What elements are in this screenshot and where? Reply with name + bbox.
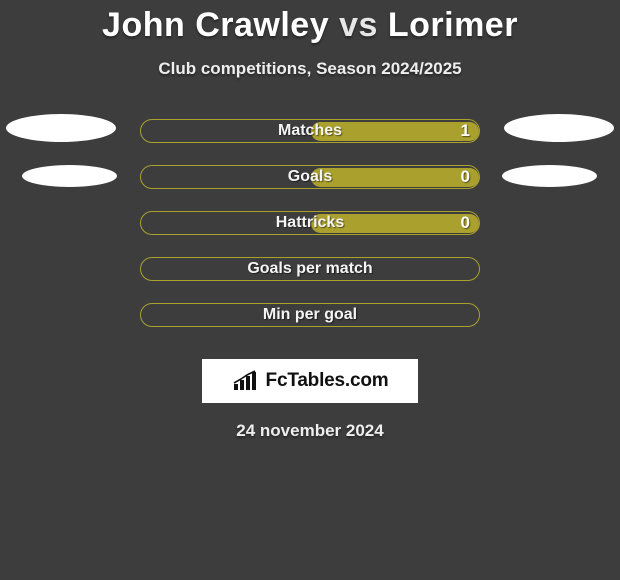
ellipse-right <box>504 114 614 142</box>
bar-track <box>140 211 480 235</box>
bar-track <box>140 257 480 281</box>
chart-row: Min per goal <box>0 303 620 349</box>
logo-badge: FcTables.com <box>202 359 418 403</box>
chart-row: Goals0 <box>0 165 620 211</box>
bar-track <box>140 165 480 189</box>
page-title: John Crawley vs Lorimer <box>0 0 620 45</box>
logo-text: FcTables.com <box>266 370 389 392</box>
title-player2: Lorimer <box>388 6 518 44</box>
title-player1: John Crawley <box>102 6 329 44</box>
chart-row: Goals per match <box>0 257 620 303</box>
bar-track <box>140 303 480 327</box>
bar-fill-right <box>311 168 479 187</box>
ellipse-left <box>22 165 117 187</box>
comparison-chart: Matches1Goals0Hattricks0Goals per matchM… <box>0 119 620 349</box>
ellipse-left <box>6 114 116 142</box>
bar-fill-right <box>311 122 479 141</box>
subtitle: Club competitions, Season 2024/2025 <box>0 59 620 79</box>
bar-track <box>140 119 480 143</box>
chart-row: Matches1 <box>0 119 620 165</box>
title-vs: vs <box>339 6 378 44</box>
bar-fill-right <box>311 214 479 233</box>
ellipse-right <box>502 165 597 187</box>
bar-chart-icon <box>232 370 260 392</box>
chart-row: Hattricks0 <box>0 211 620 257</box>
comparison-infographic: John Crawley vs Lorimer Club competition… <box>0 0 620 580</box>
datestamp: 24 november 2024 <box>0 421 620 441</box>
